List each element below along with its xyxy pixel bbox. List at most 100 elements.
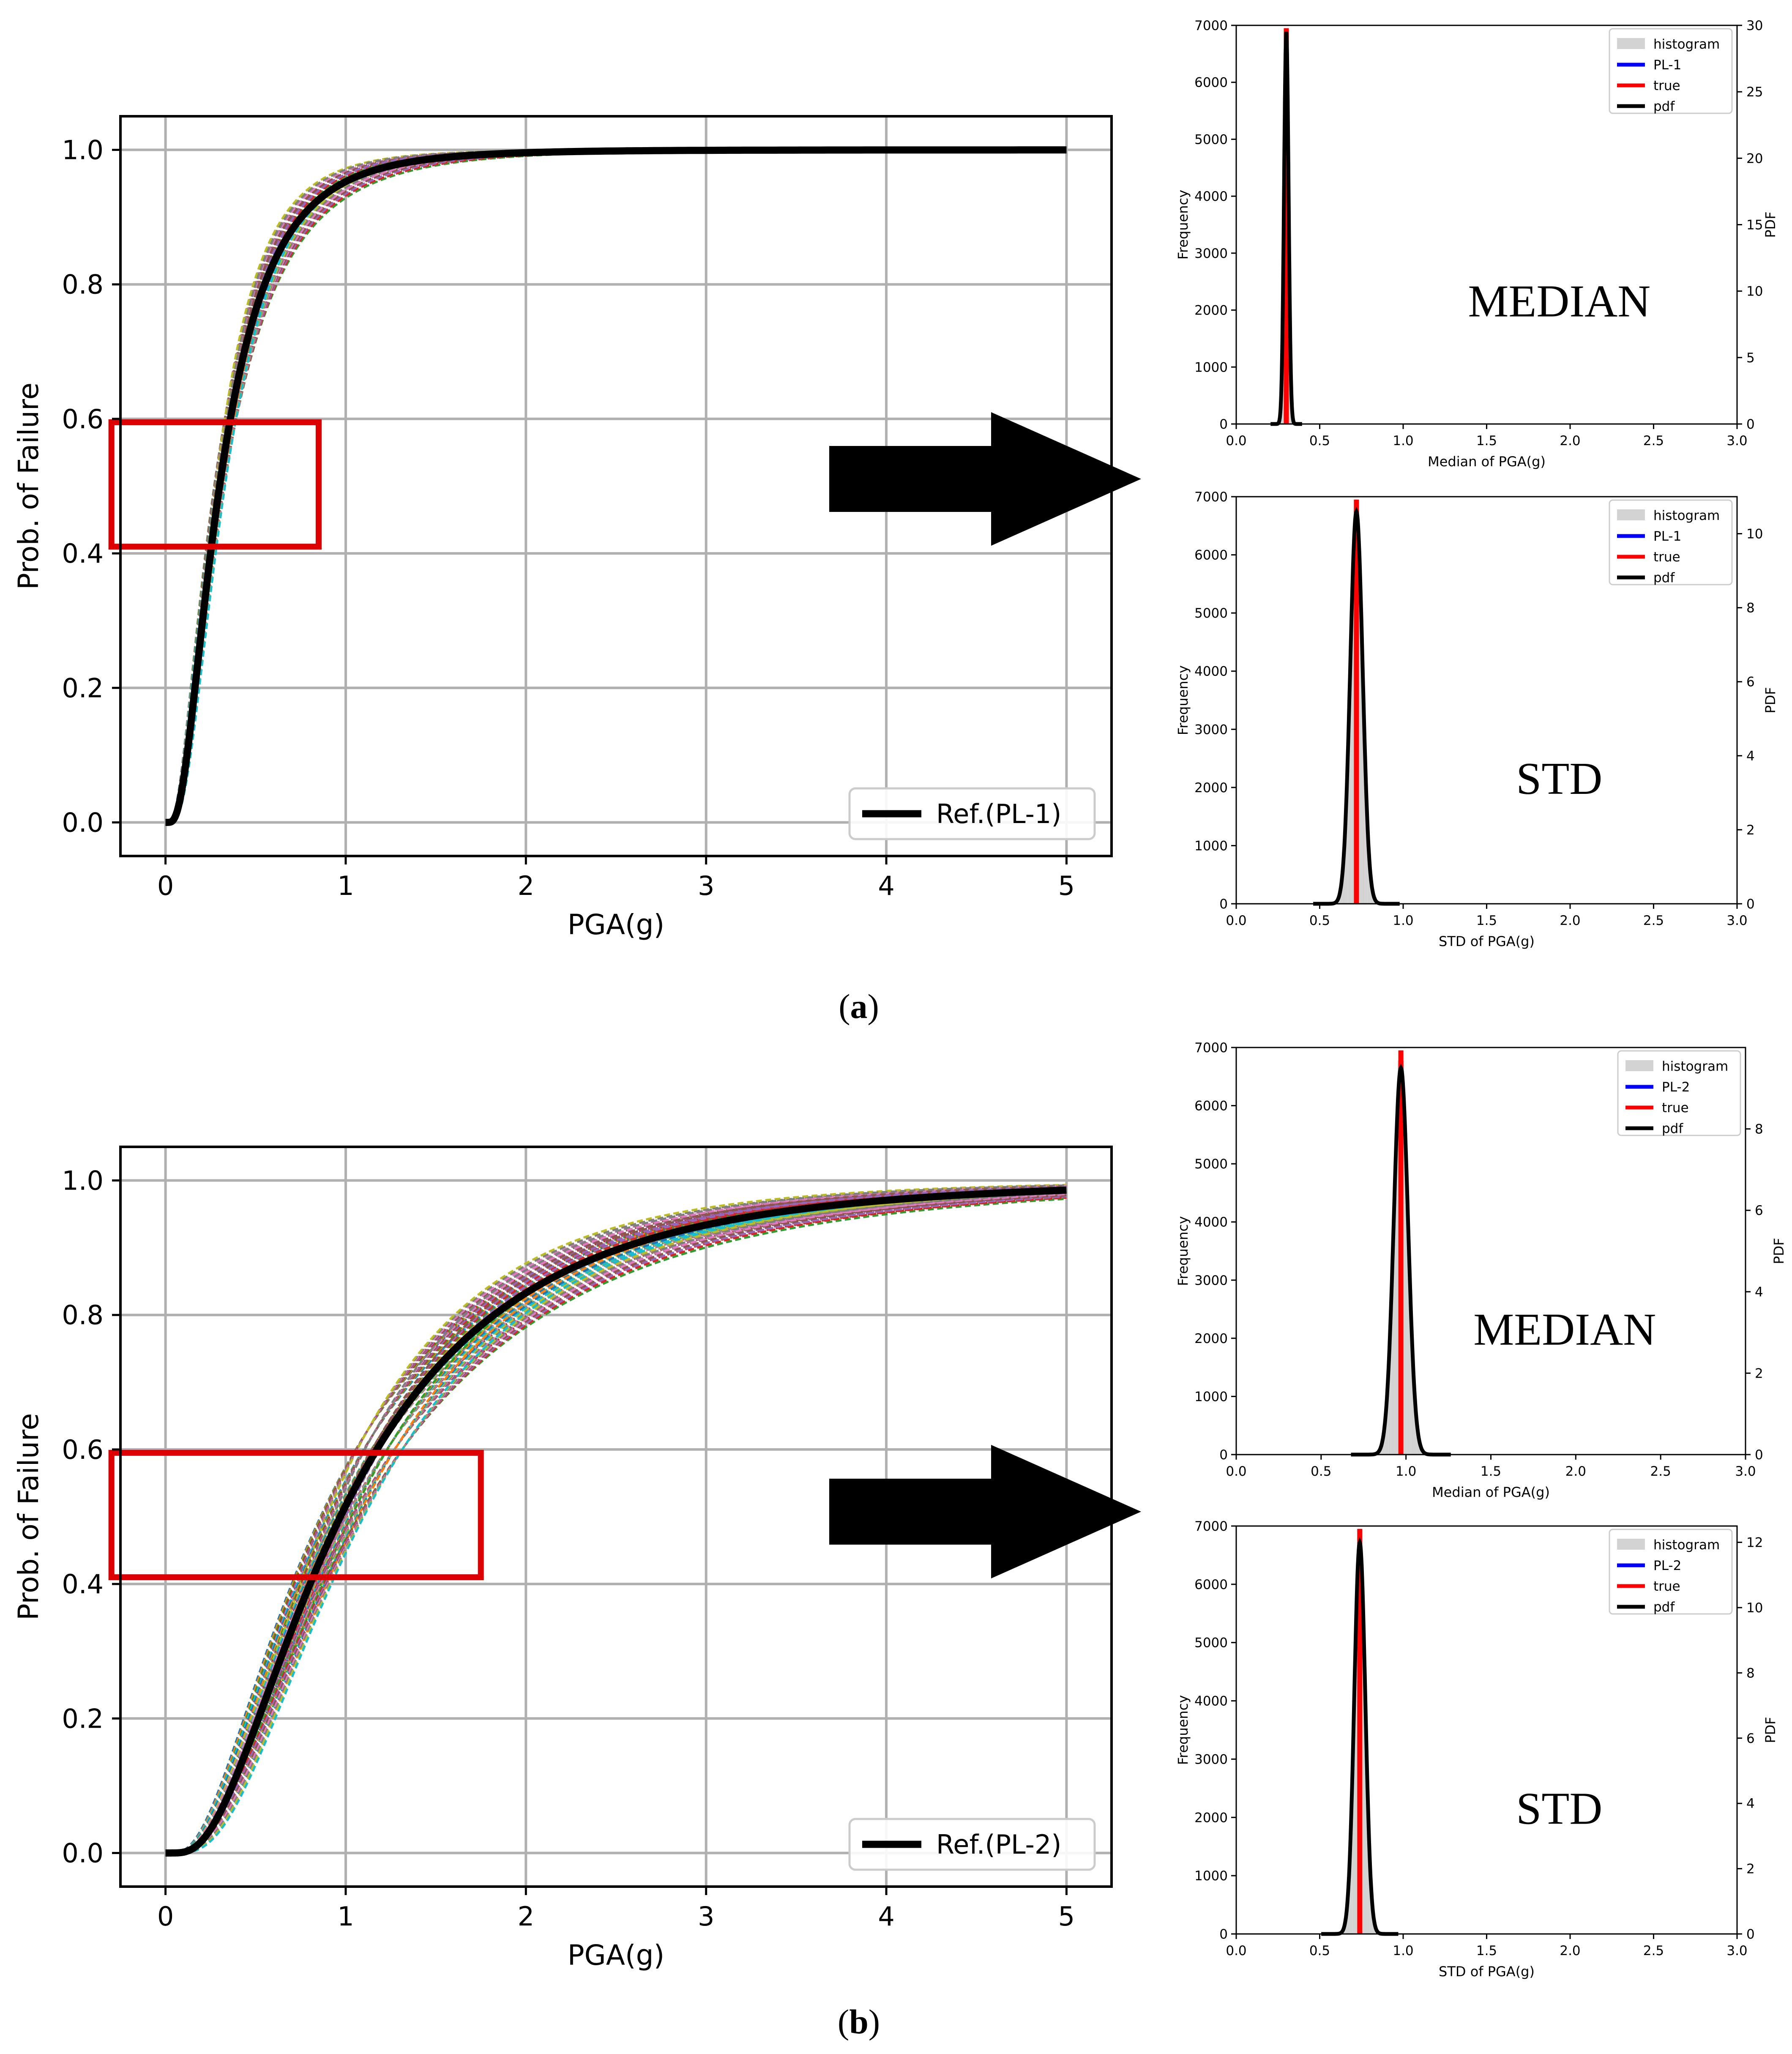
reference-curve — [165, 1186, 1067, 1857]
x-axis-label: STD of PGA(g) — [1439, 1964, 1535, 1980]
y-tick-label-4: 4000 — [1194, 1215, 1228, 1230]
x-tick-label-6: 3.0 — [1735, 1464, 1756, 1479]
x-tick-label-4: 2.0 — [1560, 913, 1580, 928]
y2-tick-label-1: 2 — [1746, 1862, 1755, 1877]
y2-tick-label-1: 2 — [1755, 1366, 1763, 1381]
y-axis-label: Frequency — [1175, 1695, 1191, 1765]
y2-axis-label: PDF — [1762, 1717, 1778, 1743]
histogram-bar — [1407, 1240, 1411, 1455]
y-axis-label: Prob. of Failure — [12, 1413, 45, 1620]
y2-tick-label-2: 4 — [1746, 749, 1755, 764]
histogram-bar — [1365, 787, 1368, 904]
legend-label-pdf: pdf — [1662, 1121, 1683, 1136]
x-tick-label-4: 4 — [878, 870, 894, 901]
y-tick-label-3: 0.6 — [62, 404, 104, 435]
x-tick-label-2: 1.0 — [1393, 1943, 1413, 1958]
x-tick-label-2: 2 — [518, 1901, 534, 1932]
legend-box — [848, 1818, 1096, 1871]
y2-tick-label-4: 8 — [1755, 1122, 1763, 1137]
y-tick-label-7: 7000 — [1194, 1519, 1228, 1534]
x-tick-label-5: 5 — [1058, 870, 1075, 901]
histogram-bar — [1362, 689, 1365, 904]
histogram-bar — [1345, 787, 1348, 904]
x-tick-label-0: 0.0 — [1226, 433, 1246, 449]
annotation-label: STD — [1516, 754, 1602, 804]
ensemble-curve — [165, 1191, 1067, 1854]
y2-tick-label-3: 6 — [1746, 675, 1755, 690]
x-axis-label: Median of PGA(g) — [1432, 1484, 1550, 1500]
legend-label-pl: PL-1 — [1653, 529, 1681, 544]
legend-label-pl: PL-2 — [1653, 1558, 1681, 1573]
y2-tick-label-2: 10 — [1746, 284, 1763, 299]
y2-tick-label-3: 6 — [1755, 1203, 1763, 1218]
legend-swatch-histogram — [1617, 38, 1645, 49]
y-tick-label-1: 1000 — [1194, 838, 1228, 853]
y-tick-label-4: 4000 — [1194, 1694, 1228, 1709]
x-tick-label-3: 1.5 — [1476, 913, 1497, 928]
histogram-bar — [1391, 1240, 1395, 1455]
panel-b-median-histogram: 0.0 0.5 1.0 1.5 2.0 2.5 3.00100020003000400050… — [1175, 1040, 1787, 1500]
y-tick-label-6: 6000 — [1194, 1577, 1228, 1592]
legend-label-reference: Ref.(PL-1) — [936, 799, 1062, 829]
legend-label-true: true — [1653, 78, 1680, 93]
y-tick-label-0: 0 — [1219, 897, 1228, 912]
y2-axis-label: PDF — [1771, 1238, 1787, 1264]
y-tick-label-7: 7000 — [1194, 1040, 1228, 1056]
y-tick-label-4: 4000 — [1194, 189, 1228, 204]
histogram-bar — [1388, 1337, 1391, 1455]
histogram-bar — [1359, 582, 1362, 904]
ensemble-curve — [165, 1192, 1067, 1854]
ensemble-curve — [165, 1196, 1067, 1854]
y2-tick-label-5: 10 — [1746, 1600, 1763, 1616]
y2-tick-label-4: 8 — [1746, 1666, 1755, 1681]
histogram-bar — [1362, 1611, 1365, 1934]
y2-tick-label-5: 25 — [1746, 85, 1763, 100]
x-tick-label-5: 2.5 — [1643, 913, 1664, 928]
ensemble-curve — [165, 1189, 1067, 1854]
x-tick-label-1: 0.5 — [1311, 1464, 1331, 1479]
y2-tick-label-0: 0 — [1746, 897, 1755, 912]
y-tick-label-0: 0 — [1219, 1927, 1228, 1942]
x-tick-label-3: 1.5 — [1481, 1464, 1501, 1479]
panel-b-fragility-chart: 0 1 2 3 4 5 0.0 0.2 0.4 0.6 0.8 1.0 PGA(g) Prob. of F… — [12, 1146, 1113, 1972]
x-tick-label-0: 0.0 — [1226, 1943, 1246, 1958]
y-tick-label-0: 0.0 — [62, 807, 104, 838]
y-tick-label-7: 7000 — [1194, 18, 1228, 33]
y2-tick-label-5: 10 — [1746, 527, 1763, 542]
y-tick-label-2: 0.4 — [62, 538, 104, 569]
legend-label-pdf: pdf — [1653, 99, 1675, 114]
y-tick-label-2: 0.4 — [62, 1569, 104, 1600]
histogram-bar — [1385, 1402, 1388, 1455]
x-tick-label-1: 0.5 — [1309, 433, 1330, 449]
x-tick-label-2: 1.0 — [1396, 1464, 1416, 1479]
y-tick-label-2: 2000 — [1194, 780, 1228, 796]
legend-label-histogram: histogram — [1653, 1537, 1720, 1553]
x-tick-label-4: 2.0 — [1560, 433, 1580, 449]
x-tick-label-6: 3.0 — [1726, 1943, 1747, 1958]
highlight-box — [108, 1450, 484, 1581]
y-tick-label-2: 2000 — [1194, 303, 1228, 318]
x-tick-label-4: 2.0 — [1565, 1464, 1586, 1479]
caption-a: (a) — [839, 987, 879, 1026]
legend-label-histogram: histogram — [1662, 1059, 1728, 1074]
y2-tick-label-3: 6 — [1746, 1731, 1755, 1746]
y-tick-label-1: 1000 — [1194, 360, 1228, 375]
ensemble-curve — [165, 1191, 1067, 1854]
legend-label-reference: Ref.(PL-2) — [936, 1829, 1062, 1860]
histogram-bar — [1404, 1132, 1407, 1455]
y-tick-label-5: 1.0 — [62, 135, 104, 166]
y2-tick-label-3: 15 — [1746, 218, 1763, 233]
y-tick-label-3: 3000 — [1194, 246, 1228, 261]
y2-tick-label-1: 2 — [1746, 823, 1755, 838]
y-tick-label-5: 5000 — [1194, 606, 1228, 621]
x-tick-label-5: 5 — [1058, 1901, 1075, 1932]
x-tick-label-3: 3 — [698, 1901, 714, 1932]
histogram-bar — [1348, 689, 1351, 904]
x-tick-label-4: 4 — [878, 1901, 894, 1932]
x-tick-label-2: 1.0 — [1393, 433, 1413, 449]
ensemble-curve — [165, 1184, 1067, 1854]
y-tick-label-3: 3000 — [1194, 1273, 1228, 1288]
legend-box — [1609, 499, 1733, 585]
annotation-label: MEDIAN — [1473, 1305, 1656, 1355]
